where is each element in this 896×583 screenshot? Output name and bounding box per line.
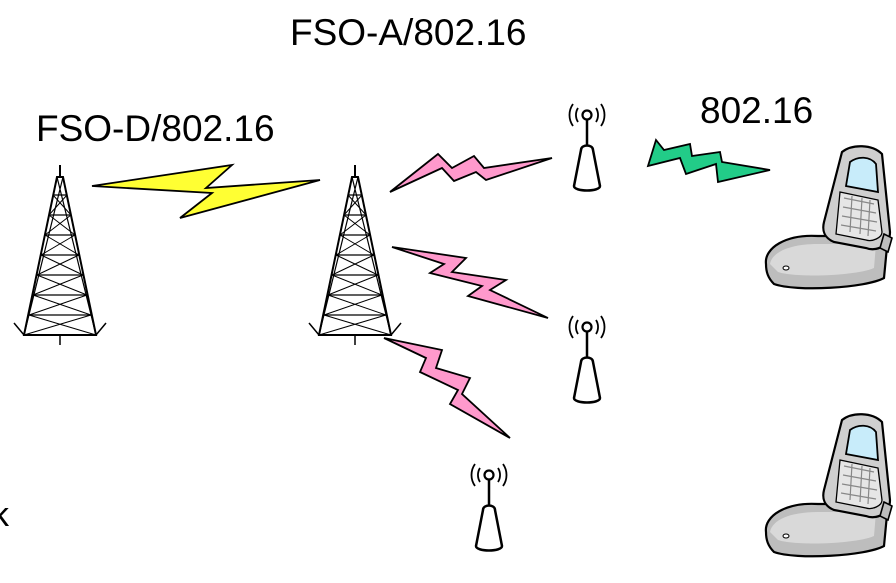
fso-d-label: FSO-D/802.16 bbox=[36, 108, 275, 149]
wimax-link-bolt bbox=[646, 138, 771, 184]
fso-a-label: FSO-A/802.16 bbox=[290, 12, 527, 53]
antenna-bottom-icon bbox=[470, 462, 508, 552]
fso-d-link-bolt bbox=[91, 163, 321, 219]
fso-a-link-bolt-2 bbox=[391, 246, 549, 319]
fso-a-link-bolt-3 bbox=[383, 337, 511, 439]
center-tower-icon bbox=[308, 164, 402, 346]
left-tower-icon bbox=[13, 164, 107, 346]
antenna-top-icon bbox=[568, 102, 606, 192]
mobile-phone-bottom-icon bbox=[764, 413, 894, 558]
antenna-middle-icon bbox=[568, 314, 606, 404]
cut-off-text: k bbox=[0, 496, 9, 534]
fso-a-link-bolt-1 bbox=[389, 152, 553, 193]
wimax-label: 802.16 bbox=[700, 90, 814, 131]
mobile-phone-top-icon bbox=[764, 145, 894, 290]
